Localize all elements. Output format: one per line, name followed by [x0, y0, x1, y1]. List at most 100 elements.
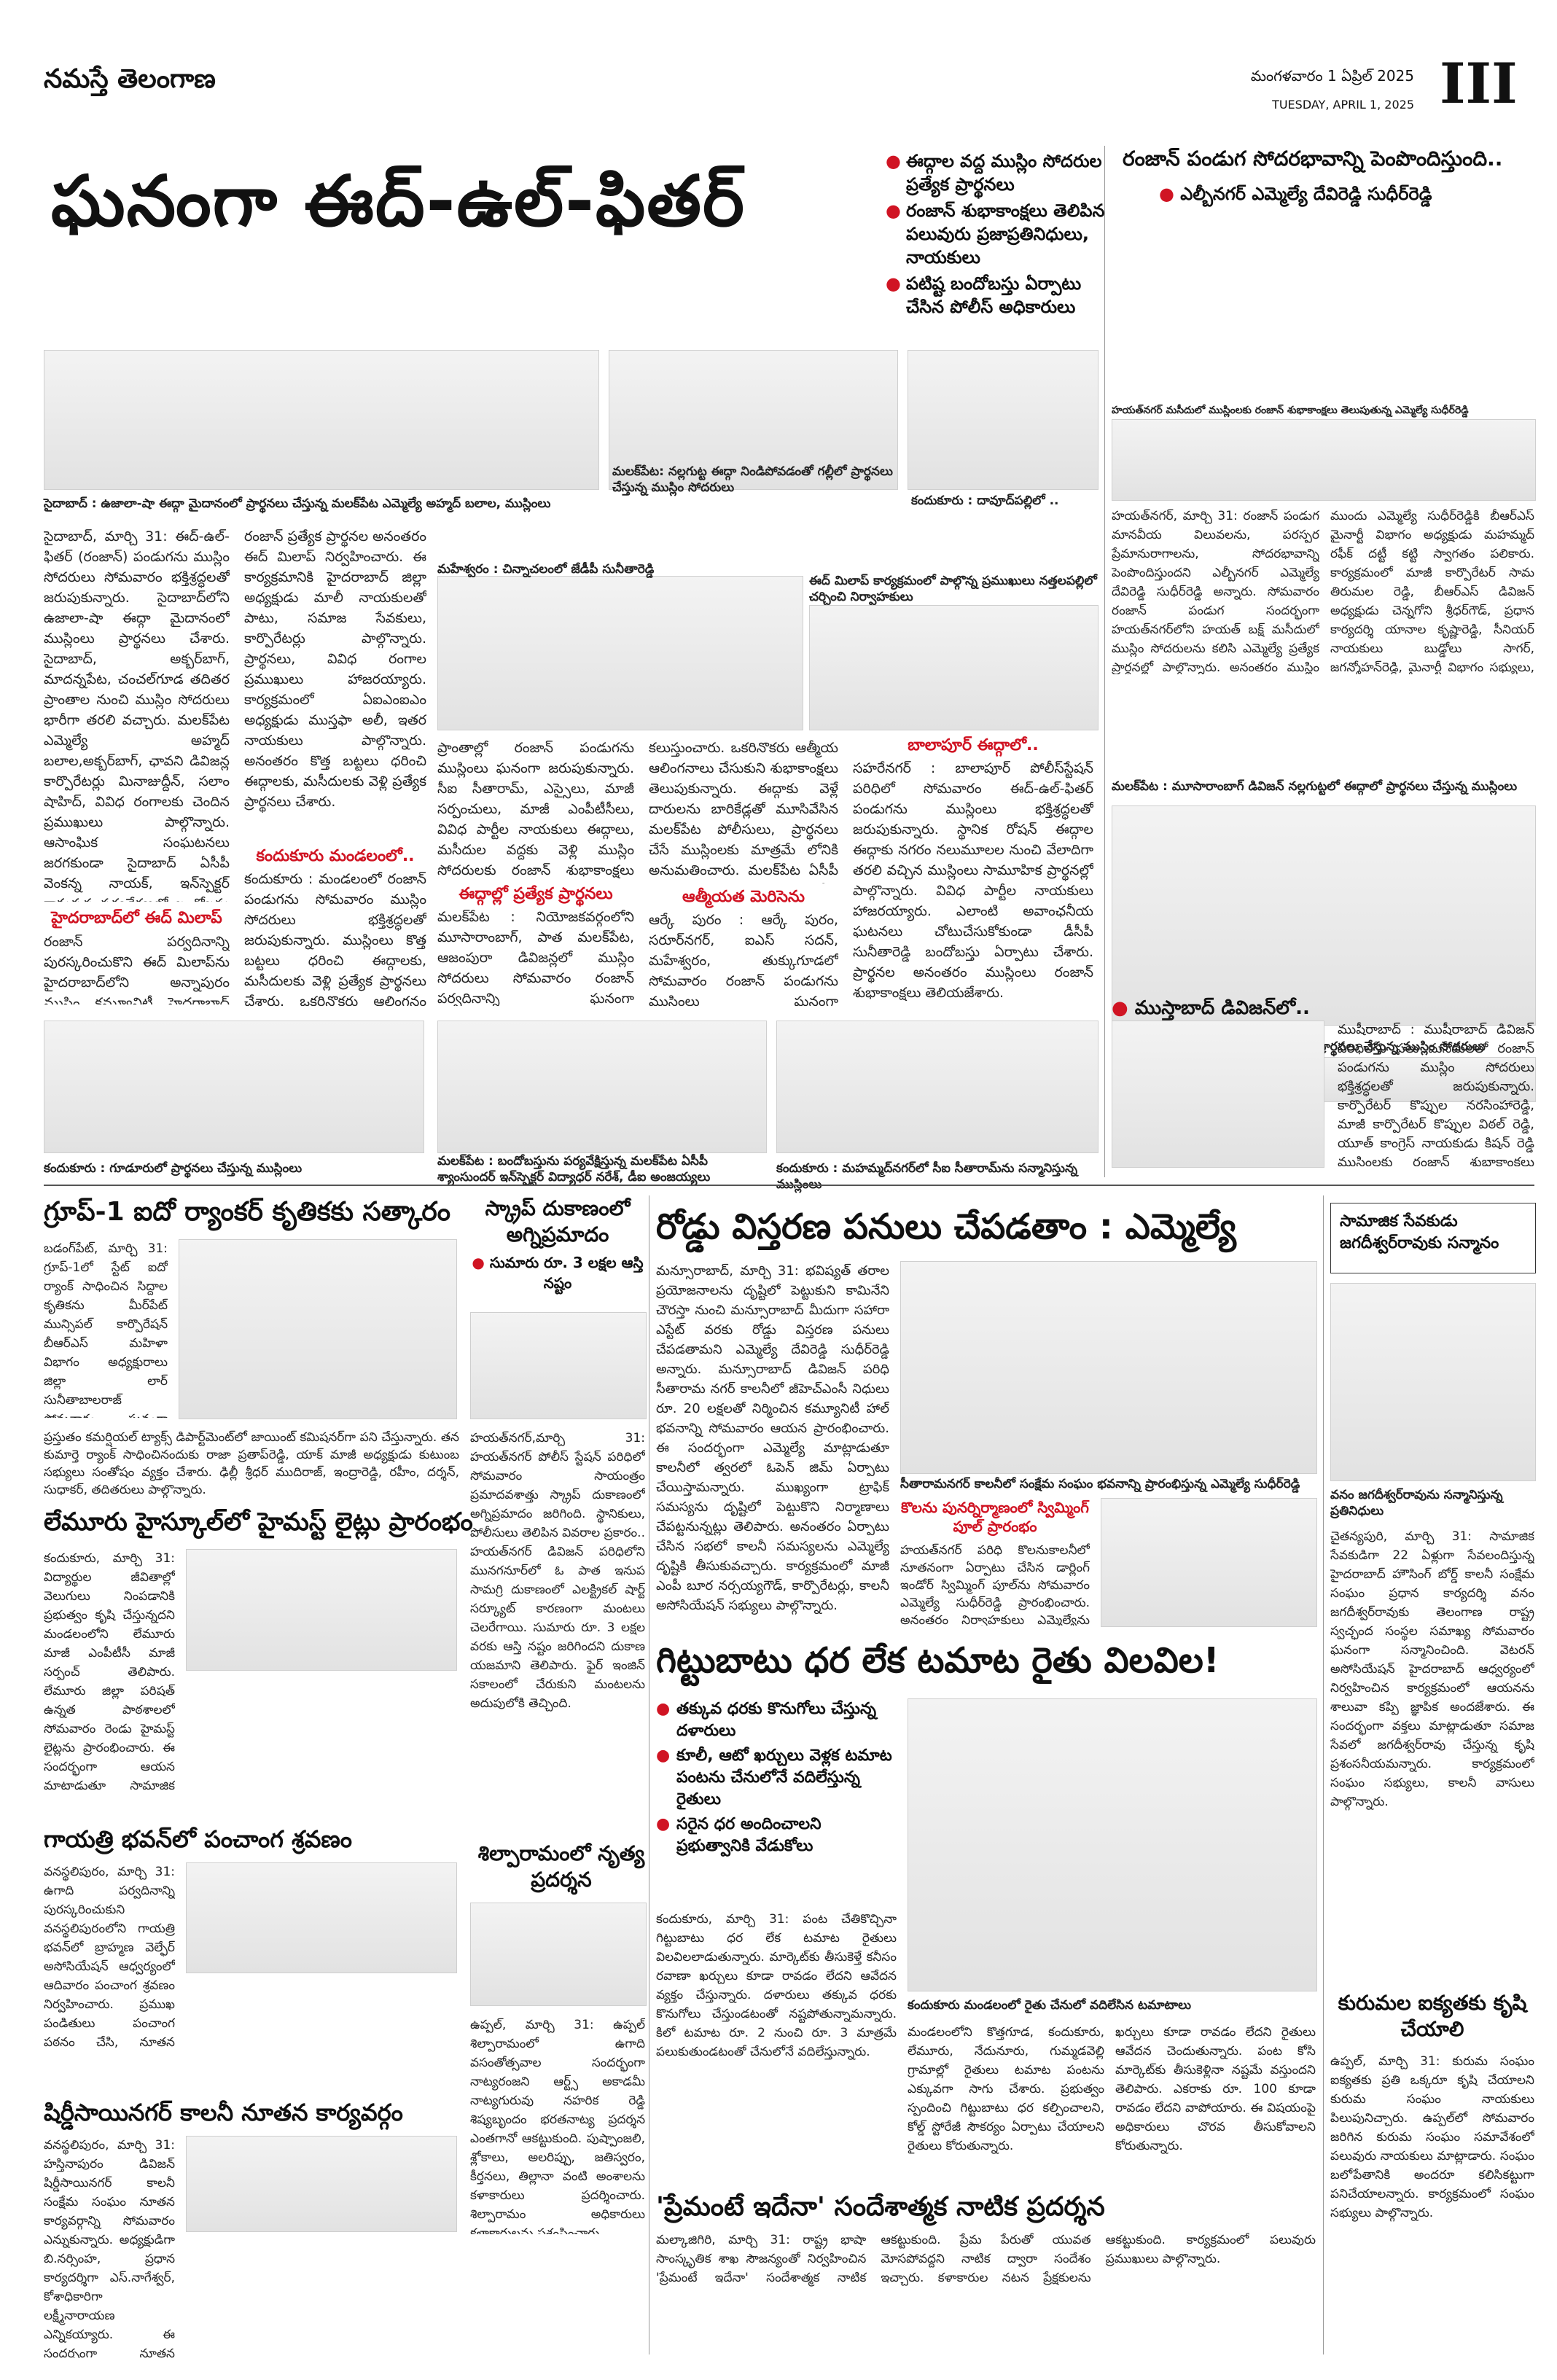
social-title: సామాజిక సేవకుడు జగదీశ్వర్‌రావుకు సన్మానం: [1340, 1212, 1499, 1252]
gayatri-body: వనస్థలిపురం, మార్చి 31: ఉగాది పర్వదినాన్…: [44, 1865, 175, 2050]
fire-bullet: సుమారు రూ. 3 లక్షల ఆస్తి నష్టం: [489, 1254, 644, 1292]
tomato-body3: ఖర్చులు కూడా రావడం లేదని రైతులు ఆవేదన చె…: [1115, 2025, 1316, 2153]
photo-saidabad: [44, 350, 599, 490]
fire-title: స్క్రాప్ దుకాణంలో అగ్నిప్రమాదం: [485, 1196, 631, 1246]
fire-body: హయత్‌నగర్,మార్చి 31: హయత్‌నగర్ పోలీస్ స్…: [470, 1431, 645, 1711]
bullet-icon: ●: [472, 1254, 490, 1271]
shiridi-title: షిర్డీసాయినగర్ కాలనీ నూతన కార్యవర్గం: [44, 2099, 403, 2126]
social-body: చైతన్యపురి, మార్చి 31: సామాజిక సేవకుడిగా…: [1330, 1529, 1534, 1809]
photo-musarambagh: [1112, 805, 1536, 1026]
col1-subhead: హైదరాబాద్‌లో ఈద్ మిలాప్: [51, 909, 222, 927]
story-col2b: కందుకూరు : మండలంలో రంజాన్ పండుగను సోమవార…: [244, 871, 426, 1006]
date-telugu: మంగళవారం 1 ఏప్రిల్ 2025: [1250, 67, 1414, 85]
col3-subhead: ఈద్గాల్లో ప్రత్యేక ప్రార్థనలు: [458, 885, 613, 903]
photo-gayatri: [186, 1862, 457, 1973]
tomato-bullet: కూలీ, ఆటో ఖర్చులు వెళ్లక టమాట పంటను చేను…: [656, 1745, 897, 1811]
bullet-icon: ●: [1112, 997, 1135, 1019]
road-body2: హయత్‌నగర్ పరిధి కొలనుకాలనీలో నూతనంగా ఏర్…: [900, 1543, 1090, 1626]
story-col4b: ఆర్కే పురం : ఆర్కే పురం, సరూర్‌నగర్, ఐఎస…: [649, 912, 838, 1006]
photo-road: [900, 1261, 1317, 1474]
tomato-bullet: తక్కువ ధరకు కొనుగోలు చేస్తున్న దళారులు: [656, 1698, 897, 1742]
photo-lemuru: [186, 1549, 457, 1671]
caption-malakpet: మలక్‌పేట: నల్లగుట్ట ఈద్గా నిండిపోవడంతో గ…: [612, 464, 893, 495]
photo-jagadishwar: [1330, 1283, 1536, 1481]
group1-body: బడంగ్‌పేట్, మార్చి 31: గ్రూప్-1లో స్టేట్…: [44, 1241, 168, 1418]
drama-body: మల్కాజిగిరి, మార్చి 31: రాష్ట్ర భాషా సాం…: [656, 2233, 1316, 2285]
photo-malakpet: [609, 350, 898, 490]
social-box: సామాజిక సేవకుడు జగదీశ్వర్‌రావుకు సన్మానం: [1330, 1203, 1536, 1273]
caption-mohammadnagar: కందుకూరు : మహమ్మద్‌నగర్‌లో సీఐ సీతారామ్‌…: [776, 1161, 1077, 1192]
photo-mohammadnagar: [776, 1021, 1099, 1153]
story-col1b: రంజాన్ పర్వదినాన్ని పురస్కరించుకొని ఈద్ …: [44, 934, 230, 1004]
tomato-title: గిట్టుబాటు ధర లేక టమాట రైతు విలవిల!: [656, 1640, 1220, 1681]
photo-tomato: [908, 1698, 1317, 1991]
lemuru-body: కందుకూరు, మార్చి 31: విద్యార్థుల జీవితాల…: [44, 1551, 175, 1790]
photo-hayathnagar: [1112, 419, 1536, 501]
lead-bullet: రంజాన్ శుభాకాంక్షలు తెలిపిన పలువురు ప్రజ…: [886, 199, 1119, 269]
photo-fire: [470, 1312, 647, 1419]
lead-bullet: ఈద్గాల వద్ద ముస్లిం సోదరుల ప్రత్యేక ప్రా…: [886, 149, 1119, 196]
photo-kandukur: [908, 350, 1099, 490]
photo-eid-milap: [809, 605, 1099, 730]
photo-kruthika: [179, 1239, 457, 1419]
story-col5: సహరేనగర్ : బాలాపూర్ పోలీస్‌స్టేషన్ పరిధి…: [853, 760, 1093, 1001]
photo-police: [437, 1021, 767, 1153]
newspaper-brand: నమస్తే తెలంగాణ: [44, 64, 216, 94]
story-col2: రంజాన్ ప్రత్యేక ప్రార్థనల అనంతరం ఈద్ మిల…: [244, 528, 426, 810]
fire-story-box: స్క్రాప్ దుకాణంలో అగ్నిప్రమాదం ● సుమారు …: [470, 1195, 645, 1293]
group1-body2: ప్రస్తుతం కమర్షియల్ ట్యాక్స్ డిపార్ట్‌మె…: [44, 1430, 459, 1497]
road-title: రోడ్డు విస్తరణ పనులు చేపడతాం : ఎమ్మెల్యే: [656, 1206, 1236, 1247]
tomato-bullets: తక్కువ ధరకు కొనుగోలు చేస్తున్న దళారులు క…: [656, 1698, 897, 1860]
photo-dance: [470, 1903, 647, 2006]
bullet-icon: ●: [1159, 184, 1181, 204]
photo-guduru: [44, 1021, 424, 1153]
col4-subhead: ఆత్మీయత మెరిసెను: [682, 888, 805, 906]
col2-subhead: కందుకూరు మండలంలో..: [256, 847, 415, 865]
story-col3b: మలక్‌పేట : నియోజకవర్గంలోని మూసారాంబాగ్, …: [437, 909, 634, 1006]
caption-guduru: కందుకూరు : గూడూరులో ప్రార్థనలు చేస్తున్న…: [44, 1161, 303, 1176]
caption-kandukur: కందుకూరు : దావూద్‌పల్లిలో ..: [911, 493, 1059, 508]
caption-musarambagh: మలక్‌పేట : మూసారాంబాగ్ డివిజన్ నల్లగుట్ట…: [1112, 779, 1518, 794]
caption-tomato: కందుకూరు మండలంలో రైతు చేనులో వదిలేసిన టమ…: [908, 1998, 1192, 2013]
story-col6: ముషీరాబాద్ : ముషీరాబాద్ డివిజన్ పరిధిలోన…: [1338, 1022, 1534, 1166]
caption-saidabad: సైదాబాద్ : ఉజాలా-షా ఈద్గా మైదానంలో ప్రార…: [44, 496, 551, 511]
caption-road: సీతారామనగర్ కాలనీలో సంక్షేమ సంఘం భవనాన్న…: [900, 1477, 1300, 1491]
caption-eid-milap: ఈద్ మిలాప్ కార్యక్రమంలో పాల్గొన్న ప్రముఖ…: [809, 574, 1097, 604]
photo-caption-hayathnagar: హయత్‌నగర్ మసీదులో ముస్లింలకు రంజాన్ శుభా…: [1112, 405, 1469, 416]
caption-maheshwaram: మహేశ్వరం : చిన్నాచలంలో జేడీపీ సునీతారెడ్…: [437, 562, 655, 577]
col5-subhead: బాలాపూర్ ఈద్గాలో..: [908, 736, 1039, 754]
fire-bullet-row: ● సుమారు రూ. 3 లక్షల ఆస్తి నష్టం: [470, 1252, 645, 1293]
group1-title: గ్రూప్-1 ఐదో ర్యాంకర్ కృతికకు సత్కారం: [44, 1197, 450, 1227]
road-body: మన్సూరాబాద్, మార్చి 31: భవిష్యత్ తరాల ప్…: [656, 1263, 889, 1613]
column-rule: [1104, 146, 1105, 1177]
tomato-body2: మండలంలోని కొత్తగూడ, కందుకూరు, లేమూరు, నే…: [908, 2025, 1104, 2153]
lead-headline: ఘనంగా ఈద్-ఉల్-ఫితర్: [51, 160, 746, 242]
date-english: TUESDAY, APRIL 1, 2025: [1272, 98, 1414, 112]
caption-police: మలక్‌పేట : బందోబస్తును పర్యవేక్షిస్తున్న…: [437, 1154, 711, 1185]
page-number: III: [1440, 51, 1518, 116]
lemuru-title: లేమూరు హైస్కూల్‌లో హైమస్ట్ లైట్లు ప్రారం…: [44, 1507, 473, 1537]
dance-body: ఉప్పల్, మార్చి 31: ఉప్పల్ శిల్పారామంలో ఉ…: [470, 2018, 645, 2234]
column-rule: [1323, 1195, 1324, 2354]
story-col1: సైదాబాద్, మార్చి 31: ఈద్-ఉల్-ఫితర్ (రంజా…: [44, 528, 230, 902]
tomato-bullet: సరైన ధర అందించాలని ప్రభుత్వానికి వేడుకోల…: [656, 1814, 897, 1857]
col6-heading: ● ముస్తాబాద్ డివిజన్‌లో..: [1112, 997, 1432, 1023]
side-story-title: రంజాన్ పండుగ సోదరభావాన్ని పెంపొందిస్తుంద…: [1123, 147, 1503, 171]
shiridi-body: వనస్థలిపురం, మార్చి 31: హస్తినాపురం డివి…: [44, 2138, 175, 2358]
dance-title: శిల్పారామంలో నృత్య ప్రదర్శన: [477, 1841, 645, 1892]
photo-swimming: [1101, 1498, 1317, 1627]
road-subhead: కొలను పునర్నిర్మాణంలో స్విమ్మింగ్ పూల్ ప…: [901, 1499, 1089, 1535]
side-story-byline-text: ఎల్బీనగర్ ఎమ్మెల్యే దేవిరెడ్డి సుధీర్‌రె…: [1180, 184, 1432, 204]
tomato-body: కందుకూరు, మార్చి 31: పంట చేతికొచ్చినా గి…: [656, 1912, 897, 2059]
photo-maheshwaram: [437, 576, 803, 730]
section-divider: [44, 1185, 1534, 1186]
story-col3: ప్రాంతాల్లో రంజాన్ పండుగను ముస్లింలు ఘనం…: [437, 740, 634, 878]
photo-musheerabad: [1112, 1021, 1324, 1168]
col6-subhead: ముస్తాబాద్ డివిజన్‌లో..: [1134, 997, 1310, 1019]
drama-title: 'ప్రేమంటే ఇదేనా' సందేశాత్మక నాటిక ప్రదర్…: [656, 2192, 1105, 2222]
side-story-body-left: హయత్‌నగర్, మార్చి 31: రంజాన్ పండుగ మానవీ…: [1112, 509, 1319, 674]
lead-bullets: ఈద్గాల వద్ద ముస్లిం సోదరుల ప్రత్యేక ప్రా…: [886, 149, 1119, 321]
kuruma-title: కురుమల ఐక్యతకు కృషి చేయాలి: [1338, 1991, 1527, 2041]
story-col4: కలుస్తుంచారు. ఒకరినొకరు ఆత్మీయ ఆలింగనాలు…: [649, 740, 838, 883]
gayatri-title: గాయత్రి భవన్‌లో పంచాంగ శ్రవణం: [44, 1825, 353, 1853]
